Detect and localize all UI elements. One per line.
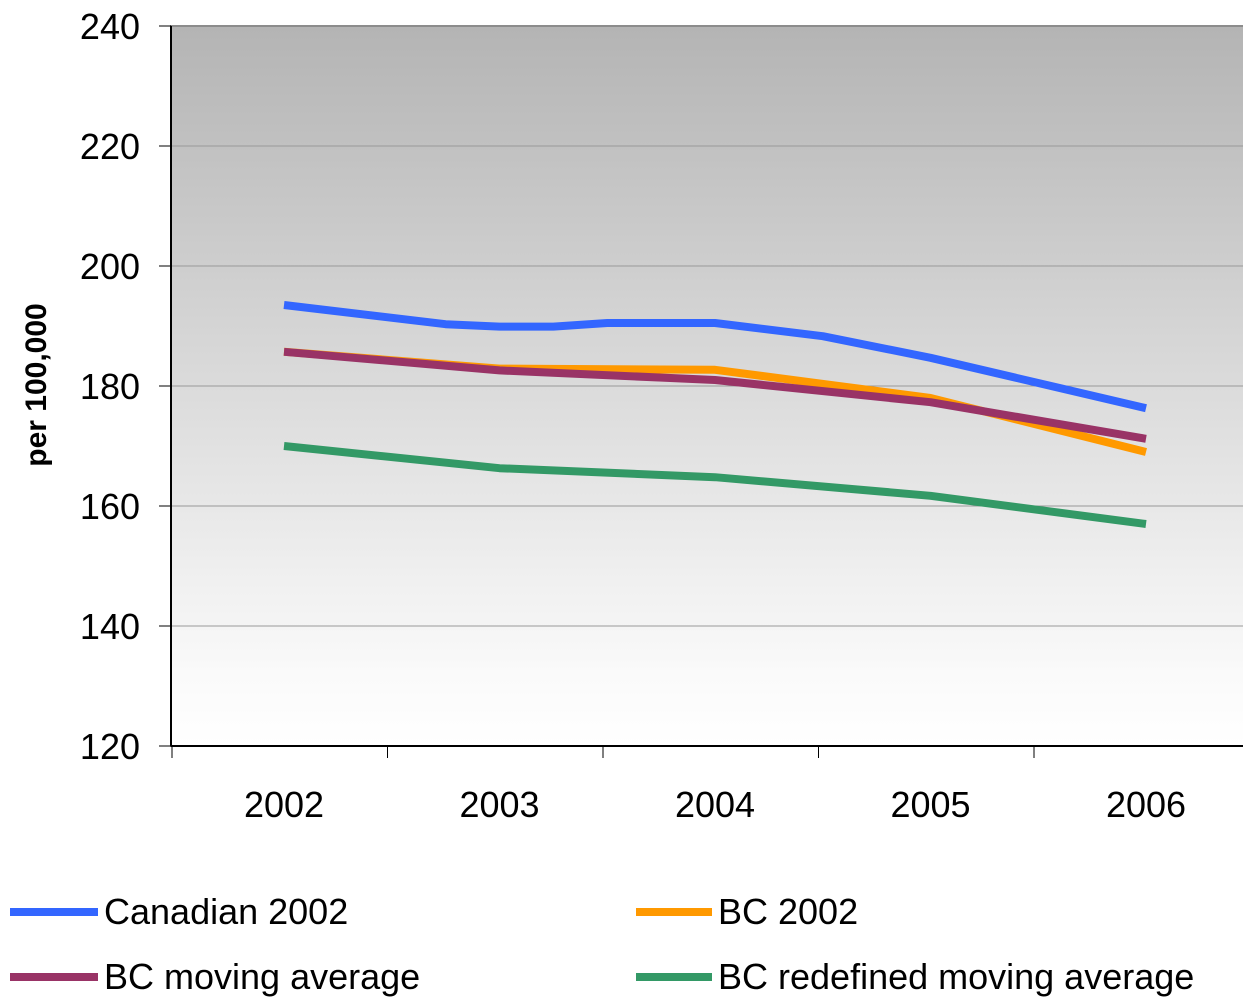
y-axis-title: per 100,000 bbox=[20, 303, 53, 466]
y-tick-label-240: 240 bbox=[80, 6, 140, 47]
legend-swatch-bc-2002 bbox=[636, 908, 712, 916]
y-tick-label-120: 120 bbox=[80, 726, 140, 767]
y-tick-label-220: 220 bbox=[80, 126, 140, 167]
x-tick-label-2002: 2002 bbox=[244, 784, 324, 825]
legend-item-canadian-2002: Canadian 2002 bbox=[10, 882, 348, 942]
legend-label-canadian-2002: Canadian 2002 bbox=[104, 891, 349, 932]
legend-swatch-canadian-2002 bbox=[10, 908, 98, 916]
x-tick-label-2004: 2004 bbox=[675, 784, 755, 825]
legend-label-bc-redefined-moving-average: BC redefined moving average bbox=[718, 956, 1195, 997]
legend-label-bc-moving-average: BC moving average bbox=[104, 956, 421, 997]
legend-item-bc-redefined-moving-average: BC redefined moving average bbox=[636, 947, 1194, 1007]
series-line-canadian-2002 bbox=[283, 301, 1147, 413]
y-tick-label-140: 140 bbox=[80, 606, 140, 647]
legend: Canadian 2002 BC 2002 BC moving average … bbox=[0, 880, 1243, 1000]
legend-item-bc-2002: BC 2002 bbox=[636, 882, 858, 942]
legend-swatch-bc-moving-average bbox=[10, 973, 98, 981]
legend-item-bc-moving-average: BC moving average bbox=[10, 947, 420, 1007]
legend-label-bc-2002: BC 2002 bbox=[718, 891, 859, 932]
legend-swatch-bc-redefined-moving-average bbox=[636, 973, 712, 981]
x-tick-label-2003: 2003 bbox=[459, 784, 539, 825]
y-tick-label-160: 160 bbox=[80, 486, 140, 527]
series-line-bc-redefined-moving-average bbox=[283, 442, 1147, 528]
x-tick-label-2006: 2006 bbox=[1106, 784, 1186, 825]
series-line-bc-moving-average bbox=[283, 347, 1147, 443]
x-tick-label-2005: 2005 bbox=[890, 784, 970, 825]
line-chart: 120 140 160 180 200 220 240 2002 2003 2004 2005 20… bbox=[20, 6, 1243, 825]
y-tick-label-200: 200 bbox=[80, 246, 140, 287]
y-tick-label-180: 180 bbox=[80, 366, 140, 407]
